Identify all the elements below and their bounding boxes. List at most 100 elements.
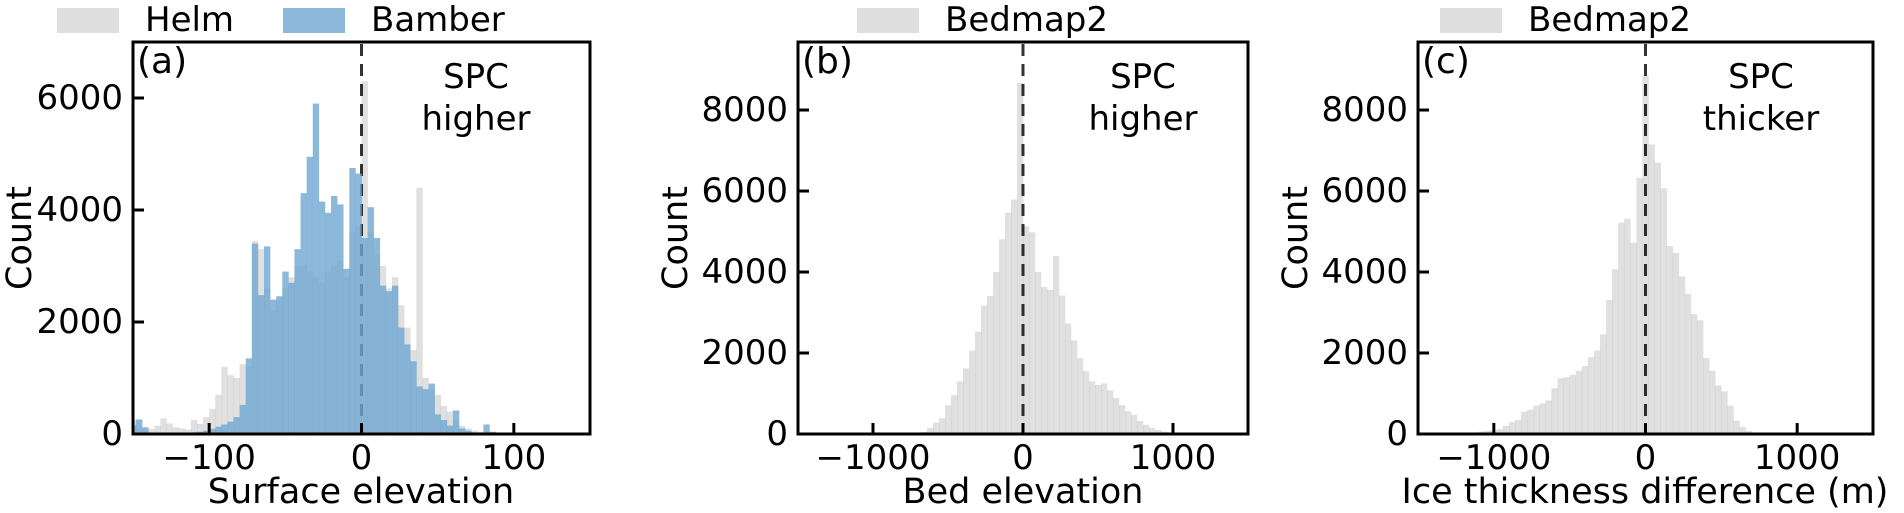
hist-bar-bamber — [410, 361, 417, 434]
hist-bar-bedmap2 — [963, 368, 970, 434]
y-tick-label: 0 — [101, 414, 123, 454]
hist-bar-bedmap2 — [1660, 188, 1668, 434]
legend-label-bedmap2-b: Bedmap2 — [945, 0, 1108, 40]
legend-swatch-bamber — [283, 7, 345, 33]
hist-bar-bedmap2 — [1727, 405, 1734, 434]
hist-bar-bamber — [239, 404, 247, 434]
annotation-b-line1: SPC — [1110, 57, 1176, 97]
hist-bar-bedmap2 — [1502, 425, 1510, 434]
hist-bar-helm — [221, 366, 228, 434]
hist-bar-bedmap2 — [1131, 414, 1138, 434]
hist-bar-bedmap2 — [1648, 144, 1655, 435]
hist-bar-bamber — [282, 271, 289, 434]
hist-bar-helm — [446, 411, 454, 434]
hist-bar-bamber — [270, 299, 277, 434]
hist-bar-helm — [148, 428, 155, 434]
hist-bar-bamber — [251, 243, 259, 434]
hist-bar-bamber — [233, 417, 240, 434]
hist-bar-bedmap2 — [939, 418, 946, 434]
hist-bar-bedmap2 — [1678, 276, 1686, 434]
panel-label-b: (b) — [802, 41, 853, 82]
hist-bar-bamber — [142, 427, 149, 434]
hist-bar-bedmap2 — [1083, 371, 1090, 434]
hist-bar-bedmap2 — [981, 305, 988, 434]
x-tick-label: −1000 — [815, 438, 931, 478]
hist-bar-bamber — [203, 430, 210, 434]
x-axis-label-b: Bed elevation — [902, 472, 1144, 512]
hist-bar-bedmap2 — [1630, 242, 1637, 434]
hist-bar-bamber — [465, 430, 472, 434]
annotation-a-line1: SPC — [443, 57, 509, 97]
hist-bar-bedmap2 — [1113, 398, 1120, 434]
annotation-b-line2: higher — [1088, 99, 1198, 139]
y-tick-label: 6000 — [1321, 171, 1408, 212]
y-tick-label: 4000 — [36, 190, 123, 230]
legend-item-bamber: Bamber — [283, 3, 505, 37]
annotation-a-line2: higher — [421, 99, 531, 139]
annotation-c-line1: SPC — [1728, 57, 1794, 97]
legend-label-helm: Helm — [145, 0, 235, 40]
y-tick-label: 6000 — [701, 171, 788, 212]
hist-bar-bedmap2 — [1023, 226, 1030, 434]
hist-bar-bedmap2 — [1654, 162, 1661, 435]
hist-bar-bamber — [288, 282, 295, 434]
y-tick-label: 2000 — [1321, 333, 1408, 373]
hist-bar-bedmap2 — [1721, 391, 1728, 434]
hist-bar-bamber — [227, 421, 234, 434]
y-tick-label: 4000 — [701, 252, 788, 293]
hist-bar-bedmap2 — [1666, 246, 1674, 434]
y-axis-label-c: Count — [1276, 186, 1316, 290]
hist-bar-bamber — [294, 249, 301, 434]
x-tick-label: 1000 — [1753, 438, 1841, 478]
hist-bar-bamber — [257, 295, 265, 434]
hist-bar-bamber — [391, 285, 399, 434]
x-tick-label: 100 — [481, 438, 547, 478]
hist-bar-bamber — [379, 285, 387, 434]
y-tick-label: 4000 — [1321, 252, 1408, 293]
hist-bar-bedmap2 — [1697, 320, 1704, 434]
legend-swatch-helm — [57, 7, 119, 33]
y-tick-label: 6000 — [36, 78, 123, 118]
hist-bar-bamber — [361, 238, 368, 434]
hist-bar-bedmap2 — [999, 239, 1006, 434]
hist-bar-bedmap2 — [1709, 370, 1716, 434]
x-tick-label: 0 — [1634, 438, 1657, 478]
hist-bar-bedmap2 — [1569, 374, 1577, 434]
hist-bar-bedmap2 — [1053, 255, 1060, 434]
hist-bar-bedmap2 — [951, 395, 958, 434]
hist-bar-bedmap2 — [1509, 421, 1516, 434]
hist-bar-bamber — [318, 201, 326, 434]
hist-bar-bedmap2 — [1551, 388, 1558, 434]
hist-bar-bedmap2 — [1119, 405, 1126, 434]
hist-bar-bedmap2 — [1739, 426, 1746, 434]
hist-bar-bedmap2 — [1612, 269, 1619, 434]
hist-bar-bedmap2 — [1107, 390, 1114, 434]
hist-bar-bedmap2 — [1059, 295, 1066, 434]
hist-bar-helm — [178, 428, 186, 434]
hist-bar-bedmap2 — [1703, 357, 1710, 434]
hist-bar-bedmap2 — [1089, 381, 1096, 434]
annotation-c: SPC thicker — [1703, 56, 1819, 140]
hist-bar-bedmap2 — [1642, 75, 1649, 435]
hist-bar-bamber — [385, 291, 393, 434]
hist-bar-bamber — [458, 428, 466, 434]
hist-bar-bedmap2 — [1527, 409, 1534, 434]
hist-bar-bedmap2 — [1593, 350, 1601, 434]
y-tick-label: 8000 — [701, 90, 788, 131]
hist-bar-bedmap2 — [1149, 427, 1156, 434]
hist-bar-bamber — [264, 246, 271, 434]
hist-bar-helm — [239, 364, 247, 434]
hist-bar-bamber — [215, 426, 222, 434]
hist-bar-bedmap2 — [1672, 252, 1680, 434]
x-axis-label-c: Ice thickness difference (m) — [1401, 472, 1889, 512]
hist-bar-bedmap2 — [1047, 289, 1054, 434]
hist-bar-bedmap2 — [1563, 377, 1570, 434]
hist-bar-bedmap2 — [1496, 429, 1504, 434]
hist-bar-bedmap2 — [993, 272, 1000, 434]
hist-bar-bedmap2 — [1545, 400, 1552, 434]
hist-bar-bedmap2 — [1618, 222, 1625, 434]
x-axis-label-a: Surface elevation — [207, 472, 515, 512]
hist-bar-bedmap2 — [1041, 287, 1048, 434]
axes-frame — [1416, 40, 1875, 436]
